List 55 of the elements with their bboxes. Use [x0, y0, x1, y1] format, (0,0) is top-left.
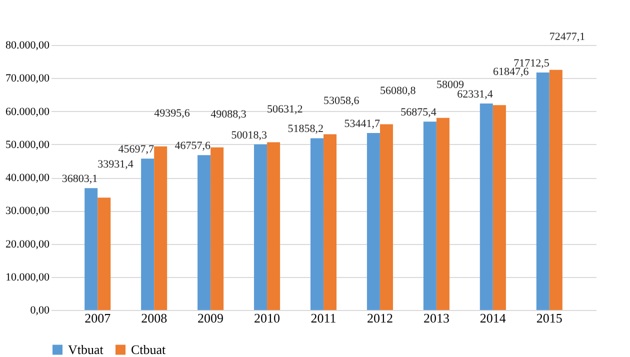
bar [423, 122, 436, 310]
x-tick-label: 2008 [141, 310, 168, 326]
x-tick-label: 2013 [423, 310, 450, 326]
bar [98, 198, 111, 310]
bar [366, 132, 380, 310]
data-label: 56875,4 [400, 106, 437, 119]
y-tick-label: 20.000,00 [6, 238, 50, 250]
bar [492, 105, 506, 310]
y-tick-label: 80.000,00 [6, 40, 50, 52]
legend-label: Ctbuat [131, 342, 166, 357]
data-label: 61847,6 [492, 66, 530, 78]
bar [436, 118, 450, 310]
y-tick-label: 30.000,00 [6, 205, 50, 218]
bar [480, 104, 493, 310]
bar [141, 158, 154, 310]
data-label: 53441,7 [344, 118, 380, 130]
data-label: 49088,3 [210, 108, 247, 120]
x-tick-label: 2007 [84, 310, 112, 326]
bar [254, 144, 268, 310]
y-tick-label: 60.000,00 [6, 106, 50, 118]
data-label: 58009 [436, 78, 464, 91]
data-label: 45697,7 [118, 144, 155, 156]
x-tick-label: 2010 [254, 310, 280, 326]
data-label: 72477,1 [549, 30, 586, 43]
bar [536, 72, 550, 310]
y-tick-label: 0,00 [30, 304, 50, 316]
data-label: 50018,3 [231, 129, 268, 142]
data-label: 53058,6 [324, 95, 360, 108]
data-label: 51858,2 [288, 123, 324, 136]
x-tick-label: 2015 [536, 310, 562, 326]
data-label: 56080,8 [380, 85, 416, 98]
data-label: 62331,4 [457, 88, 494, 101]
bar [310, 138, 324, 310]
y-tick-label: 70.000,00 [6, 72, 50, 85]
x-tick-label: 2011 [310, 310, 336, 326]
bar [84, 188, 98, 310]
data-label: 36803,1 [62, 173, 98, 186]
bar [210, 147, 224, 310]
x-tick-label: 2014 [480, 310, 506, 326]
x-tick-label: 2009 [198, 310, 224, 326]
bar [267, 142, 280, 310]
bar [154, 146, 168, 310]
y-tick-label: 10.000,00 [6, 271, 50, 284]
bar [549, 70, 562, 310]
y-tick-label: 50.000,00 [6, 138, 50, 151]
data-label: 46757,6 [174, 140, 212, 152]
bar [324, 134, 337, 310]
data-label: 49395,6 [154, 107, 190, 120]
bar [198, 155, 211, 310]
data-label: 33931,4 [98, 158, 134, 171]
legend-label: Vtbuat [68, 342, 104, 357]
data-label: 50631,2 [267, 103, 303, 116]
x-tick-label: 2012 [366, 310, 393, 326]
y-tick-label: 40.000,00 [6, 172, 50, 184]
bar [380, 124, 393, 310]
